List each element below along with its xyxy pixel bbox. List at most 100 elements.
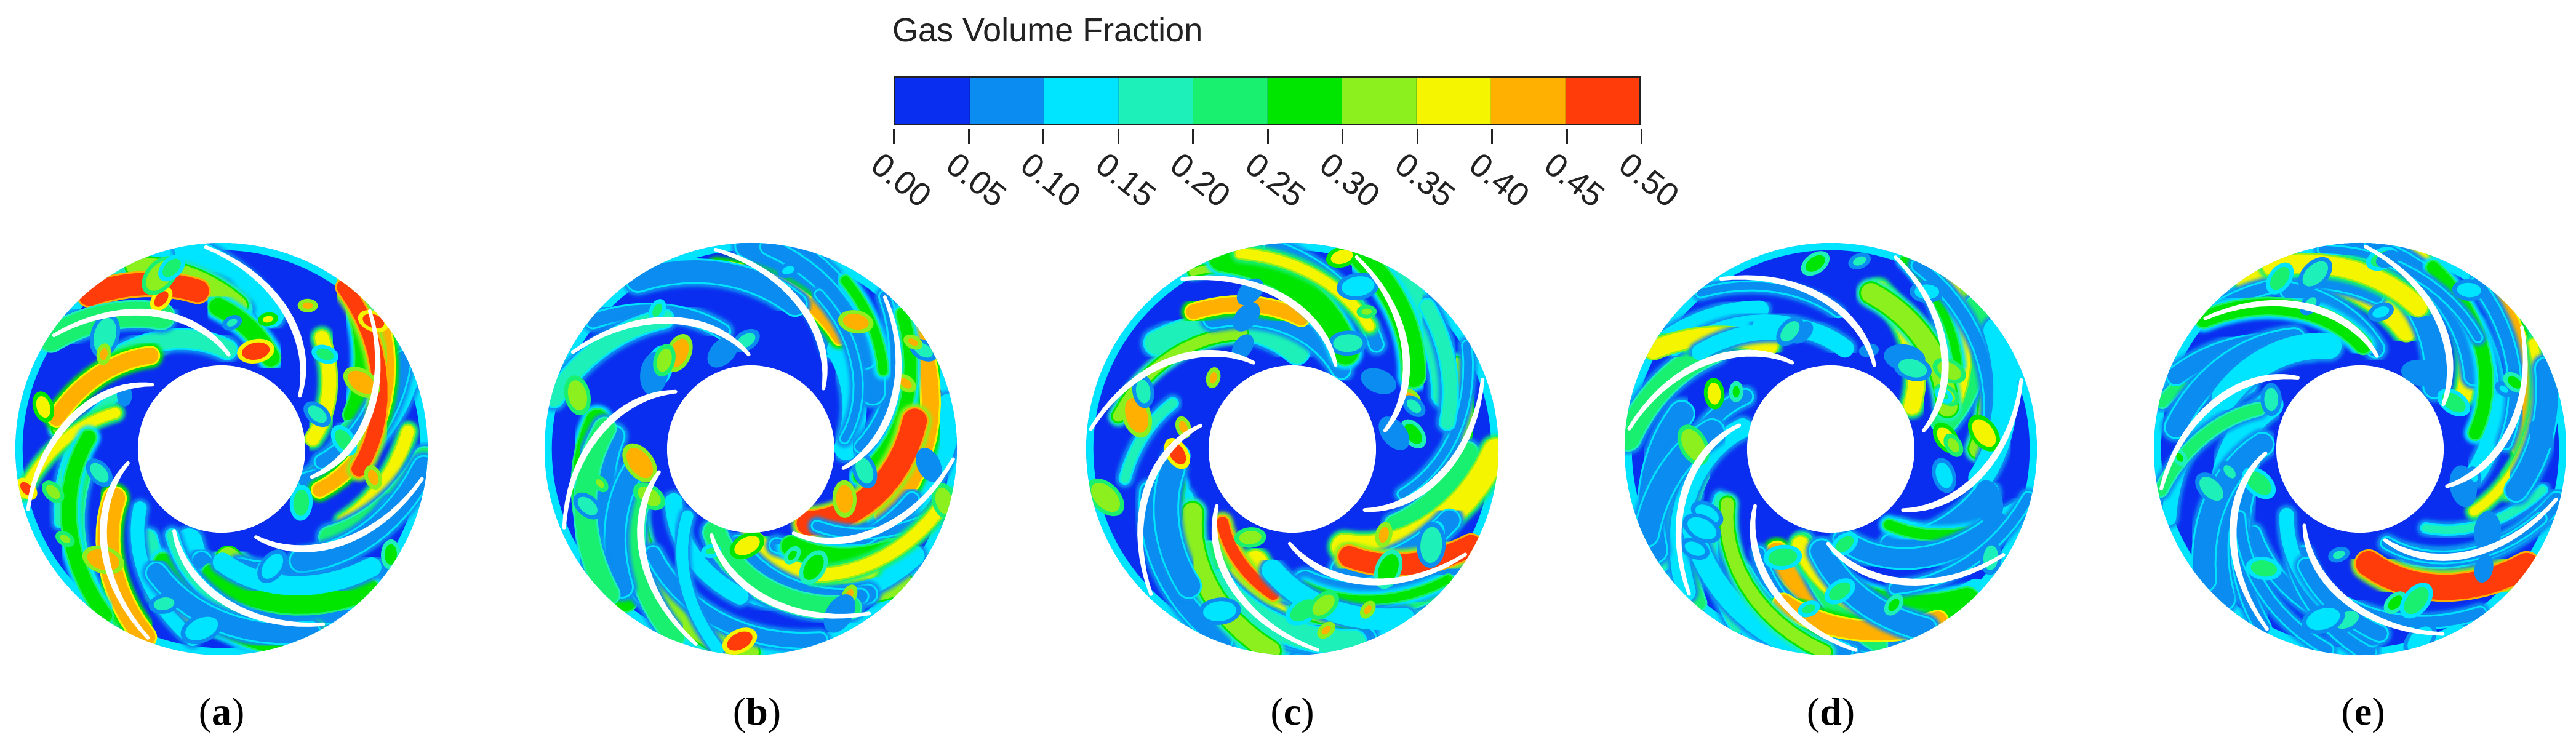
caption-a: (a) xyxy=(198,690,245,733)
hub xyxy=(137,365,306,533)
gas-blob xyxy=(1687,517,1717,539)
gas-blob xyxy=(1805,255,1825,272)
impeller-blade xyxy=(172,529,326,627)
gas-streak xyxy=(1398,341,1473,498)
gas-blob xyxy=(2372,306,2390,318)
gas-blob xyxy=(2199,477,2224,501)
gas-blob xyxy=(2478,559,2490,578)
gas-blob xyxy=(2406,363,2438,383)
impeller-blade xyxy=(1137,423,1203,596)
gas-blob xyxy=(2264,388,2279,412)
impeller-blade xyxy=(2383,498,2558,561)
gas-blob xyxy=(1977,485,2000,520)
gas-blob xyxy=(803,554,824,580)
contour-field xyxy=(544,242,958,656)
impeller-blade xyxy=(1089,349,1255,431)
impeller-blade xyxy=(1287,541,1468,586)
impeller-blade xyxy=(100,461,150,640)
gas-blob xyxy=(2270,266,2290,290)
gas-blob xyxy=(908,338,918,346)
gas-streak xyxy=(2298,558,2387,642)
gas-blob xyxy=(2246,471,2272,495)
gas-blob xyxy=(1209,372,1217,384)
gas-blob xyxy=(162,258,181,277)
color-bar-tick xyxy=(1192,129,1194,144)
gas-streak xyxy=(2234,512,2333,655)
gas-blob xyxy=(93,317,117,354)
impeller-blade xyxy=(1627,349,1794,431)
impeller-blade xyxy=(1362,378,1485,512)
gas-blob xyxy=(2332,550,2345,559)
color-bar-tick-label: 0.40 xyxy=(1462,145,1537,215)
impeller-blade xyxy=(1354,255,1410,432)
gas-blob xyxy=(153,597,175,611)
gas-streak xyxy=(1810,540,1936,640)
gas-blob xyxy=(2302,261,2329,287)
gas-blob xyxy=(1361,308,1372,315)
color-bar-segment-5 xyxy=(1268,78,1342,124)
impeller-blade xyxy=(254,477,424,552)
color-bar-tick-label: 0.25 xyxy=(1238,145,1312,215)
gas-blob xyxy=(782,266,795,274)
color-bar-segment-9 xyxy=(1566,78,1639,124)
gas-blob xyxy=(1333,334,1363,352)
gas-streak xyxy=(703,522,861,619)
impeller-blade xyxy=(1901,378,2023,512)
gas-streak xyxy=(678,512,722,654)
gas-blob xyxy=(652,303,663,317)
impeller-blade xyxy=(1894,255,1949,433)
gas-blob xyxy=(90,463,109,483)
impeller-blade xyxy=(1826,541,2006,586)
color-bar-tick xyxy=(1342,129,1343,144)
gas-blob xyxy=(1312,594,1335,616)
impeller-blade xyxy=(562,389,678,530)
color-bar-tick xyxy=(893,129,895,144)
gas-blob xyxy=(1835,536,1854,553)
gas-blob xyxy=(261,554,284,579)
legend-title: Gas Volume Fraction xyxy=(892,12,1203,49)
gas-blob xyxy=(1330,249,1353,265)
gas-blob xyxy=(1365,372,1392,391)
impeller-blade xyxy=(1675,423,1742,596)
gas-streak xyxy=(1235,248,1375,332)
impeller-blade xyxy=(791,457,955,544)
gas-blob xyxy=(577,496,598,515)
color-bar-segment-6 xyxy=(1342,78,1417,124)
gas-blob xyxy=(827,599,852,629)
gas-blob xyxy=(657,348,672,372)
color-bar-segment-8 xyxy=(1491,78,1566,124)
gas-blob xyxy=(567,380,588,411)
color-bar-tick-label: 0.05 xyxy=(938,145,1013,215)
gas-blob xyxy=(626,447,654,479)
gas-streak xyxy=(48,347,159,426)
gas-blob xyxy=(2532,424,2550,445)
impeller-contour-b xyxy=(544,242,958,656)
impeller-blade xyxy=(1180,275,1338,367)
color-bar-tick-label: 0.30 xyxy=(1313,145,1387,215)
gas-blob xyxy=(1947,437,1959,453)
gas-streak xyxy=(2356,551,2540,600)
gas-streak xyxy=(1693,325,1796,359)
gas-streak xyxy=(1154,457,1201,597)
gas-streak xyxy=(2318,245,2482,341)
gas-blob xyxy=(1420,527,1442,563)
gas-blob xyxy=(1236,338,1250,356)
gas-streak xyxy=(176,242,282,326)
gas-blob xyxy=(1378,527,1389,543)
color-bar-segment-4 xyxy=(1193,78,1268,124)
gas-blob xyxy=(348,370,376,394)
gas-streak xyxy=(1720,497,1831,656)
gas-streak xyxy=(605,453,648,597)
gas-streak xyxy=(2214,334,2340,408)
impeller-blade xyxy=(570,316,751,357)
gas-blob xyxy=(293,490,310,516)
impeller-blade xyxy=(1750,504,1858,652)
gas-blob xyxy=(1853,256,1866,266)
color-bar xyxy=(894,76,1641,125)
caption-d: (d) xyxy=(1806,690,1855,733)
gas-streak xyxy=(1182,503,1281,656)
color-bar-tick-label: 0.00 xyxy=(864,145,938,215)
color-bar-tick-label: 0.45 xyxy=(1537,145,1611,215)
contour-field xyxy=(15,242,428,656)
